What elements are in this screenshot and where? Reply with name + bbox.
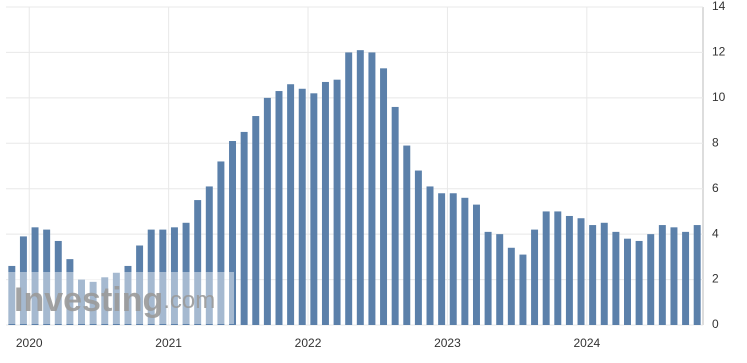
bar <box>321 81 329 325</box>
bar <box>438 193 446 325</box>
bar <box>682 231 690 325</box>
watermark-brand: Investing <box>14 281 163 319</box>
watermark: Investing.com <box>14 281 215 319</box>
bar <box>194 200 202 325</box>
bar <box>43 229 51 325</box>
bar <box>589 225 597 325</box>
bar <box>693 225 701 325</box>
bar <box>391 106 399 325</box>
bar <box>356 50 364 326</box>
bar <box>449 193 457 325</box>
bar <box>426 186 434 325</box>
bar <box>461 197 469 325</box>
watermark-backdrop <box>8 272 234 324</box>
bar <box>554 211 562 325</box>
x-tick-label: 2024 <box>573 336 600 350</box>
bar <box>565 215 573 325</box>
bar <box>310 93 318 325</box>
bar <box>414 170 422 325</box>
bar <box>635 240 643 325</box>
bar <box>240 131 248 325</box>
bar <box>89 281 97 325</box>
bar <box>577 218 585 325</box>
bar <box>368 52 376 326</box>
bar <box>519 254 527 325</box>
bar <box>66 259 74 325</box>
bar <box>333 79 341 325</box>
bar <box>380 68 388 325</box>
bar <box>612 231 620 325</box>
bar <box>124 265 132 325</box>
bar <box>54 240 62 325</box>
bar <box>170 227 178 325</box>
bar <box>670 227 678 325</box>
bar <box>298 88 306 326</box>
bar <box>159 229 167 325</box>
bar <box>101 277 109 325</box>
bar <box>647 234 655 325</box>
watermark-suffix: .com <box>163 287 215 314</box>
bar <box>31 227 39 325</box>
bar <box>205 186 213 325</box>
bar <box>542 211 550 325</box>
bar <box>345 52 353 326</box>
bar <box>403 145 411 325</box>
y-tick-label: 2 <box>712 272 719 286</box>
y-tick-label: 8 <box>712 135 719 149</box>
bar <box>182 222 190 325</box>
bar <box>112 272 120 325</box>
y-tick-label: 4 <box>712 226 719 240</box>
y-tick-label: 12 <box>712 45 726 59</box>
bar <box>78 279 85 325</box>
x-tick-label: 2022 <box>295 336 322 350</box>
bar <box>472 204 480 325</box>
x-tick-label: 2021 <box>155 336 182 350</box>
bar <box>624 238 631 325</box>
bar <box>531 229 539 325</box>
bar <box>287 84 295 325</box>
bar <box>19 236 27 325</box>
y-tick-label: 14 <box>712 0 726 13</box>
bar <box>507 247 515 325</box>
x-tick-label: 2023 <box>434 336 461 350</box>
bar <box>496 234 504 325</box>
bar <box>600 222 608 325</box>
bar <box>658 225 666 325</box>
bar <box>217 161 225 325</box>
bar <box>275 91 283 326</box>
bar <box>263 97 271 325</box>
y-tick-label: 0 <box>712 317 719 331</box>
y-tick-label: 6 <box>712 181 719 195</box>
bar <box>136 245 144 325</box>
bar <box>229 141 237 325</box>
bar <box>484 231 492 325</box>
bar <box>8 265 16 325</box>
x-tick-label: 2020 <box>16 336 43 350</box>
bar <box>252 116 260 326</box>
y-tick-label: 10 <box>712 90 726 104</box>
bar <box>147 229 155 325</box>
